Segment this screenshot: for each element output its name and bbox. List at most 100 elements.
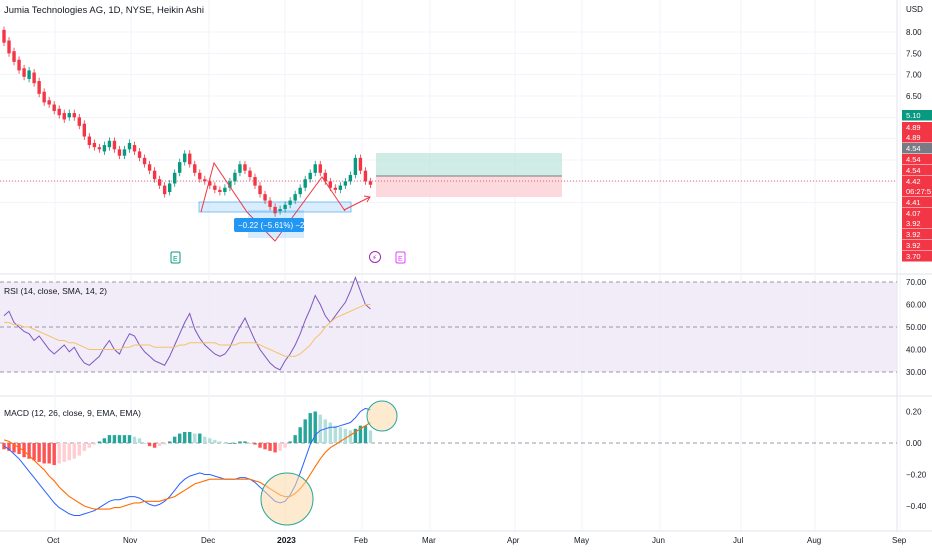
macd-indicator-title[interactable]: MACD (12, 26, close, 9, EMA, EMA) [4,408,141,418]
time-axis-label: Jul [733,536,743,545]
price-tick-label: 6.50 [906,92,922,101]
macd-histogram-bar [318,414,322,443]
candle-body [27,70,31,79]
rsi-tick-label: 50.00 [906,323,927,332]
candle-body [87,136,92,146]
macd-histogram-bar [278,443,282,451]
candle-body [343,181,348,186]
rsi-tick-label: 70.00 [906,278,927,287]
candle-body [353,157,358,175]
price-range-measure-label-box [234,218,304,232]
macd-tick-label: −0.20 [906,471,927,480]
macd-histogram-bar [368,430,373,443]
macd-histogram-bar [298,427,302,443]
price-label-text: 3.92 [906,219,921,228]
time-axis-label: Oct [47,536,60,545]
projection-arrow-head [363,195,371,203]
candle-body [92,142,97,148]
macd-tick-label: 0.20 [906,408,922,417]
macd-histogram-bar [157,443,162,447]
dividends-icon-text: ⚡ [372,254,377,262]
macd-line [3,407,371,516]
price-label-box [902,251,932,262]
candle-body [283,204,287,210]
macd-histogram-bar [233,443,237,444]
upcoming-earnings-icon-text: E [398,256,403,263]
candle-body [147,164,152,171]
price-label-box [902,176,932,187]
dividends-icon [369,251,381,263]
candle-body [293,194,297,201]
macd-tick-label: −0.40 [906,502,927,511]
candle-body [52,104,56,111]
candle-body [2,29,6,43]
candle-body [122,149,127,156]
macd-histogram-bar [188,431,192,443]
time-axis-label: Jun [652,536,665,545]
candle-body [348,174,353,182]
price-label-box [902,240,932,251]
rsi-tick-label: 40.00 [906,346,927,355]
macd-histogram-bar [343,428,348,443]
macd-histogram-bar [328,422,332,443]
macd-histogram-bar [213,439,217,443]
candle-body [288,200,292,205]
macd-histogram-bar [288,441,292,443]
earnings-icon [170,251,181,264]
price-range-measure-label: −0.22 (−5.61%) −22 [238,221,309,230]
price-label-box [902,229,932,240]
macd-histogram-bar [333,425,338,443]
candle-body [223,187,227,192]
price-label-box [902,132,932,143]
candle-body [7,40,11,54]
macd-histogram-bar [293,435,297,443]
time-axis-label: Aug [807,536,821,545]
candle-body [152,170,157,180]
time-axis-label: Mar [422,536,436,545]
candle-body [313,164,317,173]
candle-body [208,181,212,186]
macd-histogram-bar [167,441,172,443]
crossover-highlight-circle [260,472,314,526]
time-axis-label: May [574,536,589,545]
macd-histogram-bar [263,443,267,450]
candle-body [127,142,132,150]
macd-histogram-bar [27,443,31,459]
candle-body [278,209,282,212]
symbol-title[interactable]: Jumia Technologies AG, 1D, NYSE, Heikin … [4,5,204,16]
macd-histogram-bar [268,443,272,451]
macd-histogram-bar [147,443,152,447]
macd-histogram-bar [152,443,157,448]
candle-body [298,187,302,195]
candle-body [77,117,81,126]
macd-histogram-bar [178,433,182,443]
macd-histogram-bar [82,443,87,451]
candle-body [107,140,112,148]
price-label-text: 4.07 [906,209,921,218]
macd-tick-label: 0.00 [906,439,922,448]
price-label-box [902,165,932,176]
candle-body [32,72,36,84]
macd-histogram-bar [87,443,92,448]
macd-histogram-bar [238,441,242,443]
price-label-text: 4.41 [906,198,921,207]
long-position-profit-zone [376,153,562,176]
price-label-text: 4.89 [906,133,921,142]
candle-body [102,145,107,152]
candle-body [47,100,51,105]
macd-histogram-bar [338,427,343,443]
rsi-indicator-title[interactable]: RSI (14, close, SMA, 14, 2) [4,286,107,296]
candle-body [368,181,373,185]
price-label-text: 3.92 [906,241,921,250]
candle-body [97,147,102,150]
candle-body [193,164,197,173]
macd-histogram-bar [12,443,16,453]
time-axis-label: Nov [123,536,137,545]
candle-body [37,81,41,94]
price-label-box [902,122,932,133]
macd-histogram-bar [92,443,97,445]
macd-histogram-bar [223,443,227,444]
macd-histogram-bar [67,443,71,461]
